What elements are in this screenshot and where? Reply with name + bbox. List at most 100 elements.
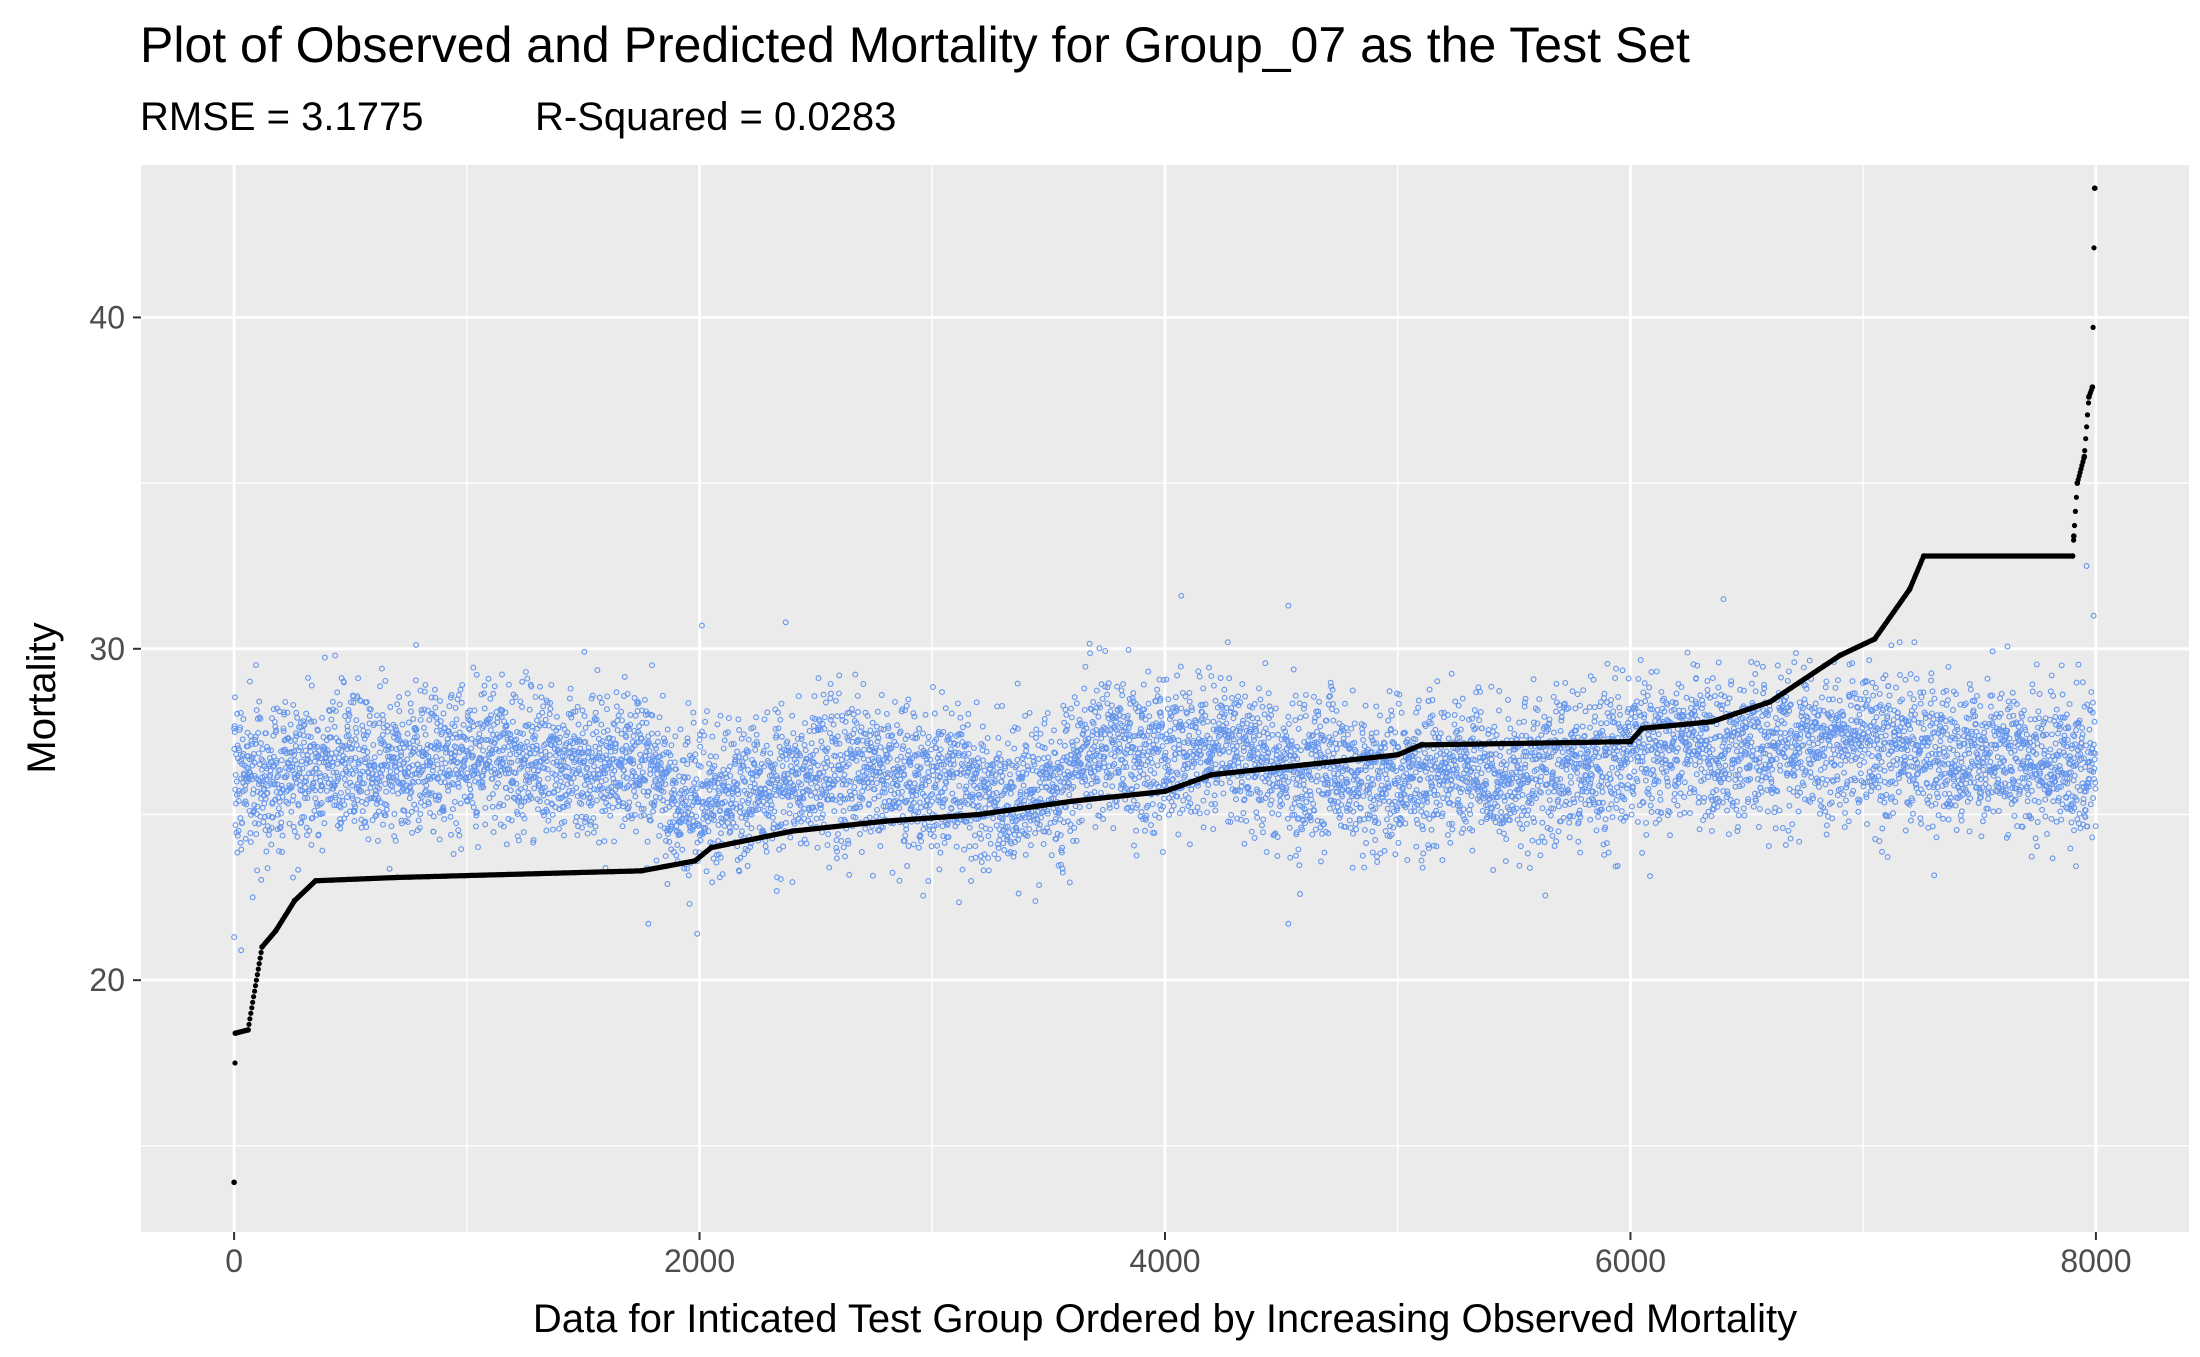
observed-point: [239, 819, 246, 826]
observed-point: [236, 787, 242, 794]
observed-point: [275, 805, 282, 812]
observed-point: [339, 742, 346, 749]
observed-point: [319, 783, 326, 790]
observed-point: [375, 808, 382, 815]
observed-point: [338, 820, 345, 826]
observed-point: [348, 737, 355, 744]
observed-point: [398, 820, 405, 827]
observed-point: [371, 762, 378, 769]
observed-point: [404, 730, 411, 737]
observed-point: [280, 709, 287, 716]
observed-point: [251, 802, 258, 809]
observed-point: [405, 719, 412, 726]
observed-point: [438, 779, 444, 786]
observed-point: [231, 725, 238, 732]
observed-point: [418, 707, 425, 714]
observed-point: [380, 739, 387, 746]
observed-point: [291, 828, 298, 835]
observed-point: [362, 818, 369, 825]
observed-point: [273, 759, 280, 766]
observed-point: [334, 689, 341, 696]
observed-point: [380, 716, 387, 723]
observed-point: [347, 699, 354, 706]
observed-point: [391, 811, 398, 817]
observed-point: [348, 745, 355, 752]
observed-point: [410, 749, 417, 756]
observed-point: [276, 848, 282, 855]
observed-point: [352, 754, 359, 761]
observed-point: [287, 721, 294, 728]
observed-point: [337, 825, 344, 832]
observed-point: [325, 796, 332, 803]
observed-point: [309, 770, 316, 777]
observed-point: [233, 778, 240, 785]
observed-point: [440, 710, 447, 717]
observed-point: [310, 780, 317, 787]
observed-point: [316, 770, 323, 777]
observed-point: [279, 793, 286, 800]
observed-point: [328, 716, 335, 723]
observed-point: [235, 827, 242, 834]
observed-point: [419, 767, 426, 773]
observed-point: [254, 803, 261, 810]
observed-point: [252, 740, 259, 747]
observed-point: [270, 706, 277, 713]
observed-point: [254, 788, 261, 795]
observed-point: [244, 729, 251, 736]
observed-point: [364, 789, 371, 796]
observed-point: [335, 738, 342, 745]
observed-point: [429, 767, 436, 774]
observed-point: [292, 757, 299, 764]
observed-point: [255, 750, 262, 757]
observed-point: [392, 837, 399, 844]
observed-point: [385, 746, 392, 753]
observed-point: [418, 799, 424, 806]
observed-point: [386, 865, 393, 872]
observed-point: [246, 678, 253, 685]
observed-point: [269, 814, 276, 821]
observed-point: [371, 754, 378, 761]
observed-point: [409, 829, 416, 836]
observed-point: [417, 716, 424, 723]
observed-point: [326, 707, 332, 714]
observed-point: [258, 876, 265, 883]
observed-point: [248, 773, 255, 780]
observed-point: [291, 751, 298, 758]
observed-point: [423, 782, 430, 789]
observed-point: [429, 757, 436, 764]
observed-point: [383, 806, 390, 813]
observed-point: [408, 788, 415, 795]
observed-point: [440, 808, 447, 814]
observed-point: [378, 665, 385, 672]
observed-point: [298, 819, 305, 826]
observed-point: [257, 740, 264, 747]
observed-point: [330, 769, 337, 776]
observed-point: [353, 729, 360, 736]
observed-point: [255, 820, 262, 827]
observed-point: [252, 734, 259, 740]
observed-point: [272, 723, 279, 730]
observed-point: [299, 765, 306, 772]
observed-point: [368, 794, 375, 801]
observed-point: [254, 715, 261, 722]
observed-point: [379, 767, 386, 774]
observed-point: [441, 779, 448, 786]
observed-point: [311, 743, 318, 750]
observed-point: [256, 761, 263, 768]
observed-point: [303, 710, 310, 717]
observed-point: [242, 798, 249, 805]
observed-point: [304, 795, 311, 801]
observed-point: [376, 749, 383, 756]
observed-point: [398, 752, 405, 759]
observed-point: [315, 831, 322, 838]
observed-point: [406, 764, 413, 771]
observed-point: [252, 820, 258, 827]
observed-point: [286, 760, 292, 767]
observed-point: [393, 726, 400, 733]
observed-point: [273, 727, 280, 734]
observed-point: [418, 794, 425, 800]
observed-point: [382, 812, 389, 819]
observed-point: [256, 698, 263, 705]
observed-point: [437, 697, 444, 704]
observed-point: [323, 787, 330, 794]
